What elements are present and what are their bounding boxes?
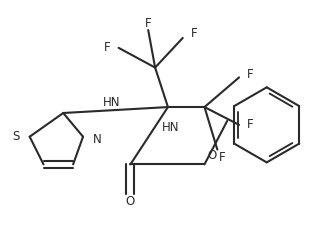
Text: S: S — [12, 130, 20, 143]
Text: HN: HN — [162, 121, 179, 134]
Text: F: F — [104, 41, 111, 54]
Text: O: O — [207, 149, 217, 162]
Text: F: F — [247, 118, 254, 131]
Text: N: N — [93, 133, 102, 146]
Text: F: F — [191, 27, 197, 40]
Text: HN: HN — [103, 96, 120, 109]
Text: F: F — [145, 17, 152, 30]
Text: F: F — [247, 68, 254, 81]
Text: F: F — [219, 151, 226, 164]
Text: O: O — [126, 195, 135, 208]
